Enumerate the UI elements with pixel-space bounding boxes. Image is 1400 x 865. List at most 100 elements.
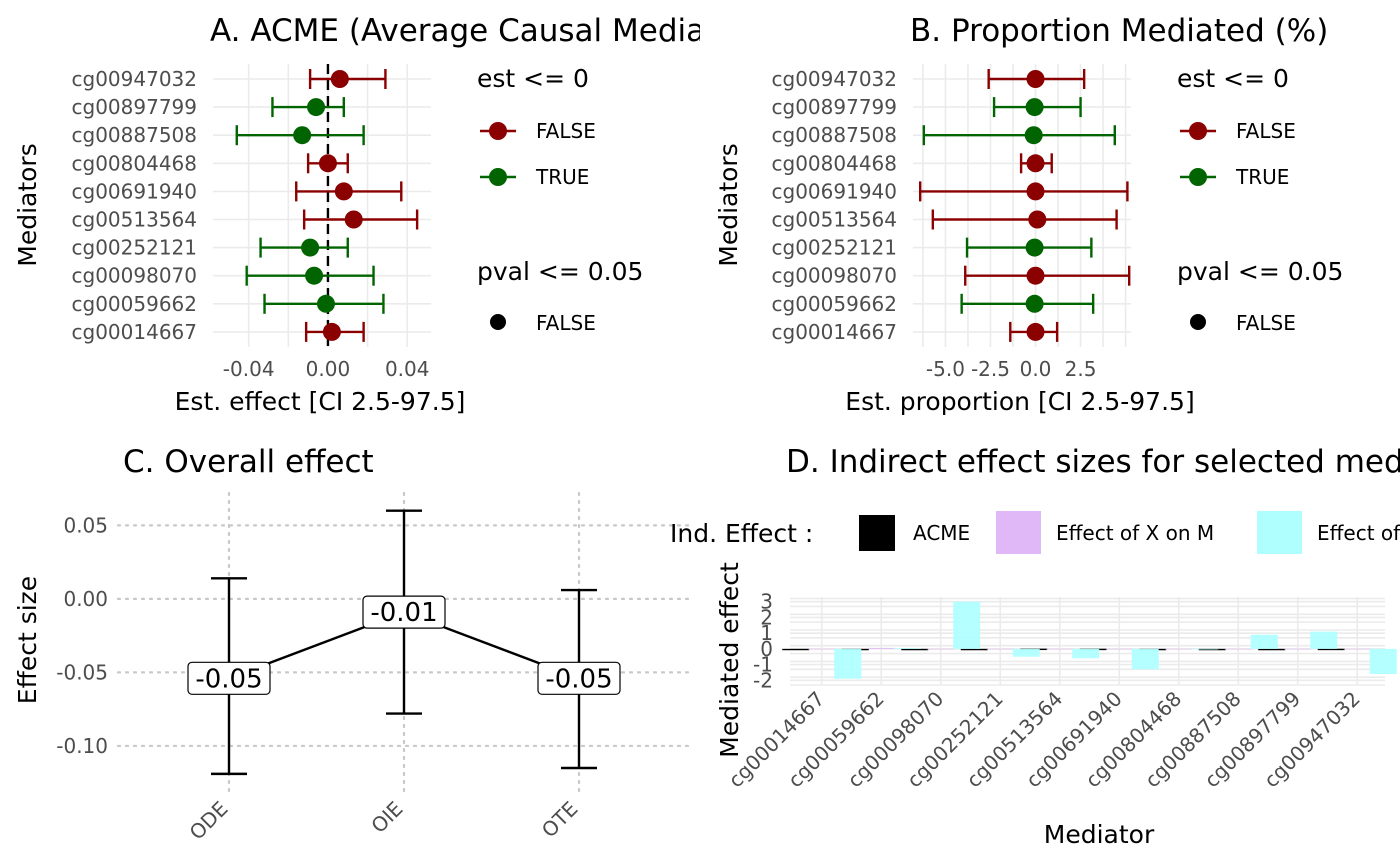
y-tick-label: cg00897799 xyxy=(772,95,898,119)
legend-label-pval-false: FALSE xyxy=(536,311,596,335)
estimate-point xyxy=(1026,182,1045,201)
bar-effect-of-x-on-m xyxy=(808,648,836,650)
y-tick-label: cg00691940 xyxy=(72,179,198,203)
panel-d-legend-title: Ind. Effect : xyxy=(670,519,813,548)
panel-d-y-axis-title: Mediated effect xyxy=(715,562,744,758)
panel-c-overall-effect: -0.05 -0.01 -0.05 0.05 0.00 -0.05 -0.10 ODE OI… xyxy=(13,444,692,845)
x-tick-label: ODE xyxy=(185,797,233,845)
panel-b-marks xyxy=(919,69,1131,342)
panel-a-legend: est <= 0 FALSE TRUE pval <= 0.05 FALSE xyxy=(477,64,643,335)
data-label-box xyxy=(537,661,621,695)
panel-a-y-axis-title: Mediators xyxy=(13,143,42,267)
legend-title-pval: pval <= 0.05 xyxy=(1177,257,1343,286)
y-tick-label: -1 xyxy=(753,653,773,677)
bar-effect-of-m-on-y xyxy=(893,648,921,649)
panel-b-y-tick-labels: cg00947032 cg00897799 cg00887508 cg00804468… xyxy=(772,67,898,344)
estimate-point xyxy=(330,70,349,88)
legend-title-est: est <= 0 xyxy=(1177,64,1289,93)
panel-d-legend: Ind. Effect : ACME Effect of X on M Effe… xyxy=(670,511,1400,554)
panel-b-y-axis-title: Mediators xyxy=(714,143,743,267)
bar-effect-of-m-on-y xyxy=(834,648,862,679)
x-tick-label: -5.0 xyxy=(926,357,965,381)
y-tick-label: cg00098070 xyxy=(72,264,198,288)
panel-a-marks xyxy=(235,64,419,347)
legend-title-pval: pval <= 0.05 xyxy=(477,257,643,286)
bar-effect-of-x-on-m xyxy=(1284,648,1312,650)
panel-a-acme: cg00947032 cg00897799 cg00887508 cg00804468… xyxy=(13,13,876,416)
bar-acme xyxy=(782,648,810,651)
panel-d-title: D. Indirect effect sizes for selected me… xyxy=(786,444,1400,480)
estimate-point xyxy=(1024,126,1043,145)
estimate-point xyxy=(1026,154,1045,173)
y-tick-label: cg00513564 xyxy=(72,208,198,232)
bar-effect-of-x-on-m xyxy=(1224,648,1252,650)
x-tick-label: -0.04 xyxy=(223,357,275,381)
legend-key-false-dot xyxy=(489,122,507,140)
data-label: -0.05 xyxy=(195,664,262,694)
panel-c-y-tick-labels: 0.05 0.00 -0.05 -0.10 xyxy=(56,513,108,758)
y-tick-label: cg00947032 xyxy=(772,67,898,91)
y-tick-label: cg00252121 xyxy=(772,236,898,260)
bar-effect-of-x-on-m xyxy=(1105,648,1133,650)
y-tick-label: -2 xyxy=(753,668,773,692)
y-tick-label: cg00059662 xyxy=(772,292,898,316)
bar-effect-of-x-on-m xyxy=(927,648,955,650)
panel-a-x-axis-title: Est. effect [CI 2.5-97.5] xyxy=(175,387,466,416)
x-tick-label: 2.5 xyxy=(1065,357,1097,381)
x-tick-label: OTE xyxy=(537,797,583,843)
panel-b-title: B. Proportion Mediated (%) xyxy=(910,13,1328,49)
y-tick-label: cg00947032 xyxy=(72,67,198,91)
data-label: -0.01 xyxy=(370,598,437,628)
data-label: -0.05 xyxy=(545,664,612,694)
legend-label-false: FALSE xyxy=(536,119,596,143)
estimate-point xyxy=(344,210,363,229)
bar-acme xyxy=(1198,648,1226,651)
panel-c-x-tick-labels: ODE OIE OTE xyxy=(185,797,583,845)
panel-c-marks: -0.05 -0.01 -0.05 xyxy=(187,509,621,776)
legend-label-true: TRUE xyxy=(535,165,589,189)
y-tick-label: cg00887508 xyxy=(772,123,898,147)
panel-a-x-tick-labels: -0.04 0.00 0.04 xyxy=(223,357,430,381)
y-tick-label: cg00887508 xyxy=(72,123,198,147)
x-tick-label: 0.04 xyxy=(385,357,430,381)
y-tick-label: cg00804468 xyxy=(772,151,898,175)
estimate-point xyxy=(305,266,324,285)
y-tick-label: 0 xyxy=(760,637,773,661)
legend-label-acme: ACME xyxy=(913,521,970,545)
bar-effect-of-m-on-y xyxy=(953,601,981,649)
estimate-point xyxy=(1025,238,1044,257)
estimate-point xyxy=(322,322,341,341)
y-tick-label: cg00014667 xyxy=(772,320,898,344)
estimate-point xyxy=(318,154,337,173)
bar-acme xyxy=(1317,648,1345,651)
legend-key-pval-dot xyxy=(490,314,506,330)
legend-key-pval-dot xyxy=(1190,314,1206,330)
estimate-point xyxy=(1025,294,1044,313)
legend-label-m-on-y: Effect of M on Y xyxy=(1317,521,1400,545)
estimate-point xyxy=(293,126,312,145)
panel-a-title: A. ACME (Average Causal Mediation Effect… xyxy=(210,13,876,49)
panel-d-grid xyxy=(790,597,1385,686)
legend-label-x-on-m: Effect of X on M xyxy=(1056,521,1214,545)
estimate-point xyxy=(1026,266,1045,285)
legend-key-acme xyxy=(859,515,895,551)
panel-a-y-tick-labels: cg00947032 cg00897799 cg00887508 cg00804468… xyxy=(72,67,198,344)
legend-label-false: FALSE xyxy=(1236,119,1296,143)
estimate-point xyxy=(334,182,353,201)
y-tick-label: cg00691940 xyxy=(772,179,898,203)
bar-effect-of-x-on-m xyxy=(986,648,1014,650)
y-tick-label: -0.05 xyxy=(56,660,108,684)
y-tick-label: cg00059662 xyxy=(72,292,198,316)
panel-b-grid xyxy=(913,64,1131,347)
panel-c-title: C. Overall effect xyxy=(123,444,374,480)
bar-effect-of-m-on-y xyxy=(1310,631,1338,649)
panel-d-x-axis-title: Mediator xyxy=(1044,820,1155,849)
x-tick-label: -2.5 xyxy=(971,357,1010,381)
estimate-point xyxy=(1028,210,1047,229)
bar-effect-of-m-on-y xyxy=(1072,648,1100,659)
legend-title-est: est <= 0 xyxy=(477,64,589,93)
y-tick-label: cg00897799 xyxy=(72,95,198,119)
data-label-box xyxy=(187,661,271,695)
